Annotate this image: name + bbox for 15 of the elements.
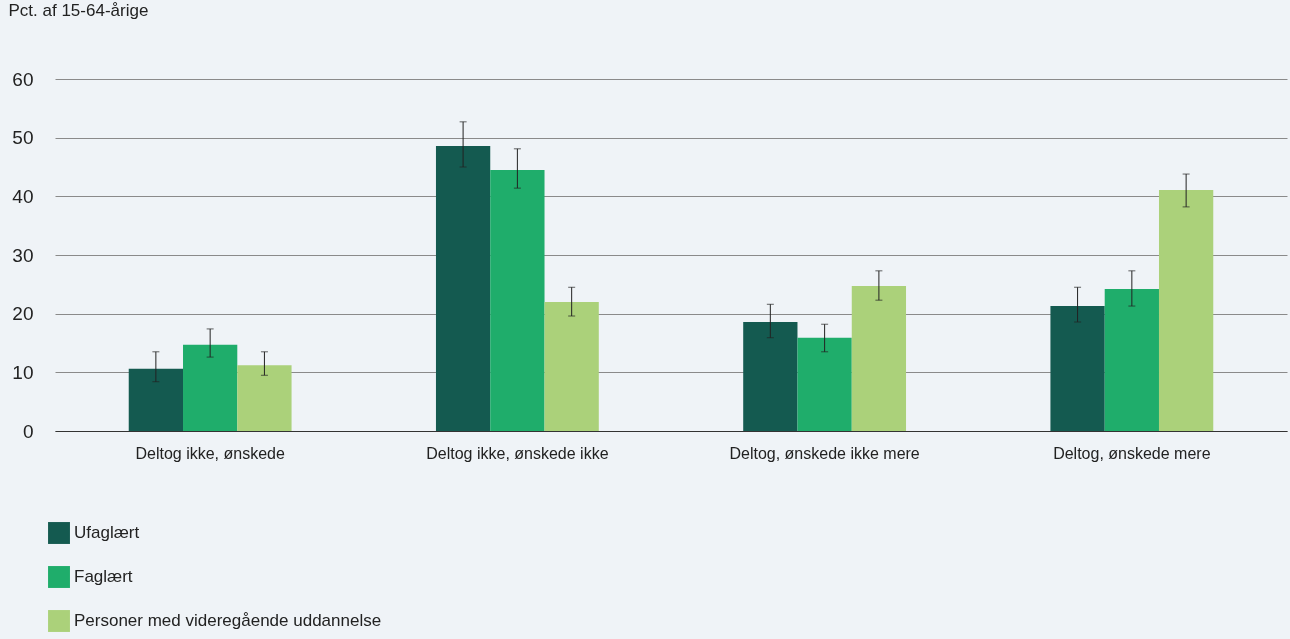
legend-label: Personer med videregående uddannelse — [74, 611, 382, 630]
y-tick-label: 40 — [12, 185, 34, 207]
y-tick-label: 60 — [12, 68, 34, 90]
y-tick-label: 10 — [12, 361, 34, 383]
legend-label: Ufaglært — [74, 523, 140, 542]
x-tick-label: Deltog ikke, ønskede ikke — [426, 444, 609, 462]
legend-label: Faglært — [74, 567, 133, 586]
y-tick-label: 50 — [12, 127, 34, 149]
y-tick-label: 20 — [12, 303, 34, 325]
y-tick-label: 0 — [22, 420, 34, 442]
x-tick-label: Deltog ikke, ønskede — [135, 444, 285, 462]
x-tick-label: Deltog, ønskede mere — [1053, 444, 1211, 462]
x-tick-label: Deltog, ønskede ikke mere — [729, 444, 920, 462]
y-tick-label: 30 — [12, 244, 34, 266]
y-axis-title: Pct. af 15-64-årige — [8, 0, 149, 20]
